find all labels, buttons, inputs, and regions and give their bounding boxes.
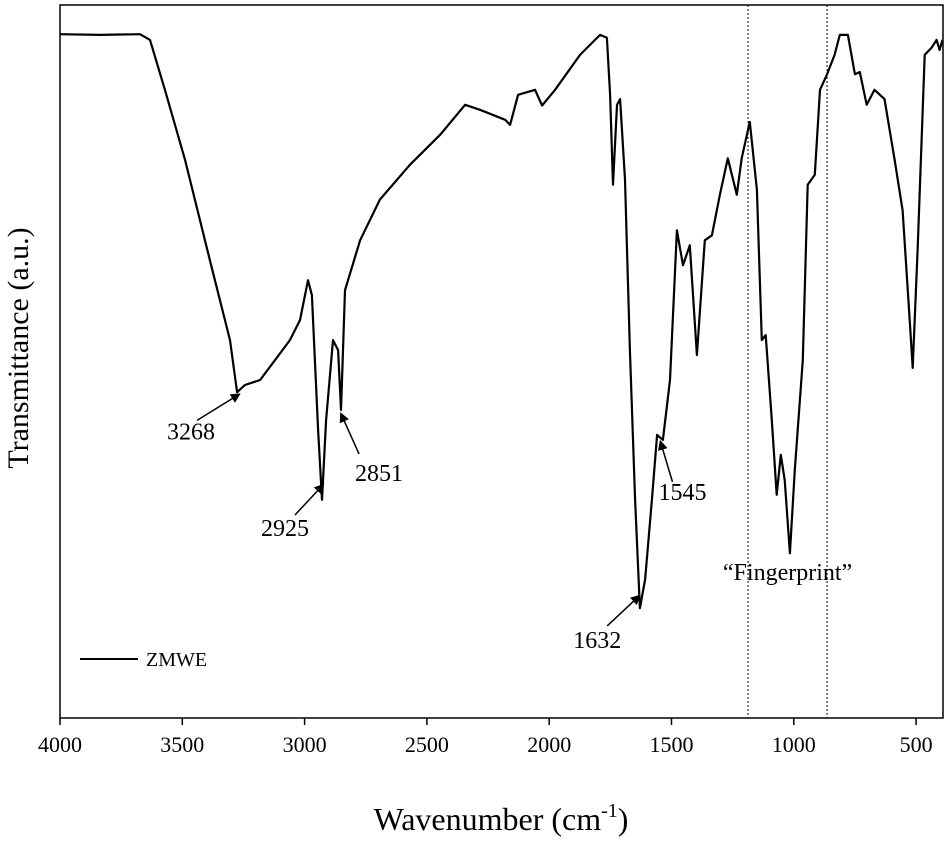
annotation-label: 2851 <box>355 461 403 487</box>
x-tick-label: 3000 <box>283 732 327 757</box>
region-label: “Fingerprint” <box>723 560 852 586</box>
spectrum-line <box>59 33 944 610</box>
plot-frame <box>59 4 944 719</box>
annotation-arrow <box>294 483 325 516</box>
x-tick-label: 2000 <box>527 732 571 757</box>
annotation-label: 3268 <box>167 419 215 445</box>
x-tick-label: 1000 <box>772 732 816 757</box>
x-axis-label: Wavenumber (cm-1) <box>374 800 629 837</box>
x-tick-label: 3500 <box>160 732 204 757</box>
x-tick-label: 4000 <box>38 732 82 757</box>
legend-label: ZMWE <box>146 649 207 671</box>
x-tick-label: 500 <box>900 732 933 757</box>
annotation-arrow <box>657 439 674 483</box>
y-axis-label: Transmittance (a.u.) <box>2 227 35 468</box>
x-tick-label: 2500 <box>405 732 449 757</box>
annotation-label: 2925 <box>261 516 309 542</box>
annotation-label: 1632 <box>573 628 621 654</box>
annotation-arrow <box>339 412 360 455</box>
x-tick-label: 1500 <box>649 732 693 757</box>
annotation-arrow <box>196 393 241 422</box>
annotation-label: 1545 <box>658 480 706 506</box>
annotation-arrow <box>606 594 641 627</box>
